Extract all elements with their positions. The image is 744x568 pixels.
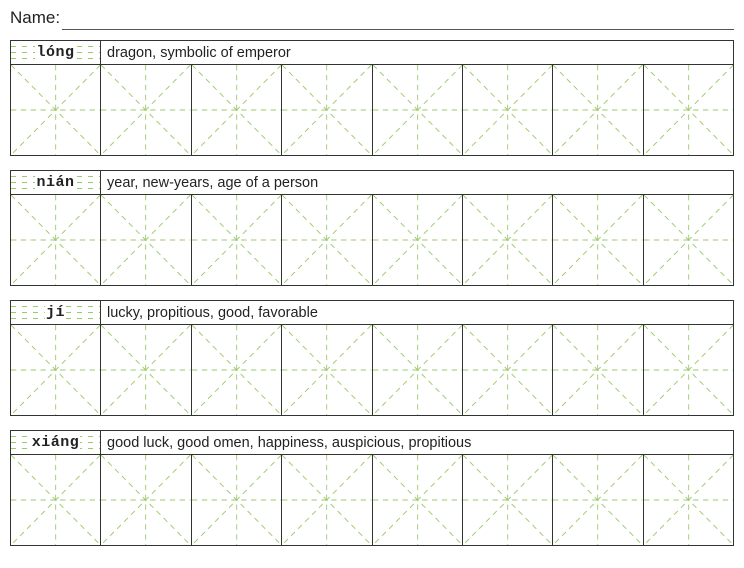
practice-cell[interactable] bbox=[644, 195, 733, 285]
entry-header: nián year, new-years, age of a person bbox=[11, 171, 733, 195]
practice-cell[interactable] bbox=[373, 455, 463, 545]
practice-cell[interactable] bbox=[553, 325, 643, 415]
practice-cell[interactable] bbox=[101, 455, 191, 545]
character-entry: lóng dragon, symbolic of emperor bbox=[10, 40, 734, 156]
practice-cell[interactable] bbox=[192, 65, 282, 155]
practice-cell[interactable] bbox=[553, 195, 643, 285]
pinyin-cell: nián bbox=[11, 171, 101, 194]
practice-row bbox=[11, 65, 733, 155]
practice-cell[interactable] bbox=[463, 195, 553, 285]
name-field-row: Name: bbox=[10, 8, 734, 30]
practice-row bbox=[11, 195, 733, 285]
pinyin-text: xiáng bbox=[31, 435, 81, 450]
definition-cell: year, new-years, age of a person bbox=[101, 171, 733, 194]
pinyin-cell: jí bbox=[11, 301, 101, 324]
practice-cell[interactable] bbox=[192, 195, 282, 285]
entries-container: lóng dragon, symbolic of emperor bbox=[10, 40, 734, 546]
entry-header: jí lucky, propitious, good, favorable bbox=[11, 301, 733, 325]
entry-header: lóng dragon, symbolic of emperor bbox=[11, 41, 733, 65]
practice-cell[interactable] bbox=[11, 195, 101, 285]
practice-cell[interactable] bbox=[11, 455, 101, 545]
practice-cell[interactable] bbox=[553, 455, 643, 545]
practice-cell[interactable] bbox=[644, 65, 733, 155]
practice-cell[interactable] bbox=[11, 325, 101, 415]
practice-cell[interactable] bbox=[11, 65, 101, 155]
practice-cell[interactable] bbox=[463, 455, 553, 545]
definition-cell: lucky, propitious, good, favorable bbox=[101, 301, 733, 324]
practice-row bbox=[11, 455, 733, 545]
pinyin-cell: lóng bbox=[11, 41, 101, 64]
practice-cell[interactable] bbox=[282, 65, 372, 155]
pinyin-text: lóng bbox=[35, 45, 75, 60]
pinyin-text: nián bbox=[35, 175, 75, 190]
practice-cell[interactable] bbox=[463, 65, 553, 155]
name-input-line[interactable] bbox=[62, 10, 734, 30]
practice-cell[interactable] bbox=[101, 195, 191, 285]
practice-cell[interactable] bbox=[192, 325, 282, 415]
practice-cell[interactable] bbox=[192, 455, 282, 545]
definition-cell: dragon, symbolic of emperor bbox=[101, 41, 733, 64]
character-entry: nián year, new-years, age of a person bbox=[10, 170, 734, 286]
practice-cell[interactable] bbox=[644, 455, 733, 545]
practice-cell[interactable] bbox=[282, 195, 372, 285]
practice-cell[interactable] bbox=[373, 65, 463, 155]
practice-cell[interactable] bbox=[373, 195, 463, 285]
practice-cell[interactable] bbox=[101, 325, 191, 415]
definition-cell: good luck, good omen, happiness, auspici… bbox=[101, 431, 733, 454]
pinyin-text: jí bbox=[45, 305, 66, 320]
practice-cell[interactable] bbox=[644, 325, 733, 415]
name-label: Name: bbox=[10, 8, 62, 30]
practice-cell[interactable] bbox=[101, 65, 191, 155]
character-entry: jí lucky, propitious, good, favorable bbox=[10, 300, 734, 416]
entry-header: xiáng good luck, good omen, happiness, au… bbox=[11, 431, 733, 455]
practice-cell[interactable] bbox=[282, 455, 372, 545]
character-entry: xiáng good luck, good omen, happiness, au… bbox=[10, 430, 734, 546]
practice-cell[interactable] bbox=[463, 325, 553, 415]
practice-cell[interactable] bbox=[373, 325, 463, 415]
practice-row bbox=[11, 325, 733, 415]
practice-cell[interactable] bbox=[282, 325, 372, 415]
pinyin-cell: xiáng bbox=[11, 431, 101, 454]
practice-cell[interactable] bbox=[553, 65, 643, 155]
